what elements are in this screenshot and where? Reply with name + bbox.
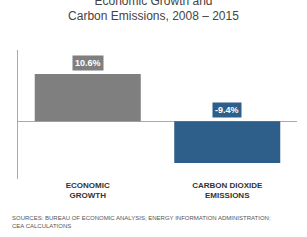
svg-text:SOURCES: BUREAU OF ECONOMIC AN: SOURCES: BUREAU OF ECONOMIC ANALYSIS; EN…	[12, 215, 271, 229]
svg-text:ECONOMICGROWTH: ECONOMICGROWTH	[66, 181, 110, 200]
svg-text:10.6%: 10.6%	[75, 58, 101, 68]
svg-text:-9.4%: -9.4%	[215, 105, 239, 115]
svg-text:CARBON DIOXIDEEMISSIONS: CARBON DIOXIDEEMISSIONS	[192, 181, 263, 200]
svg-text:Economic Growth andCarbon Emis: Economic Growth andCarbon Emissions, 200…	[68, 0, 239, 23]
